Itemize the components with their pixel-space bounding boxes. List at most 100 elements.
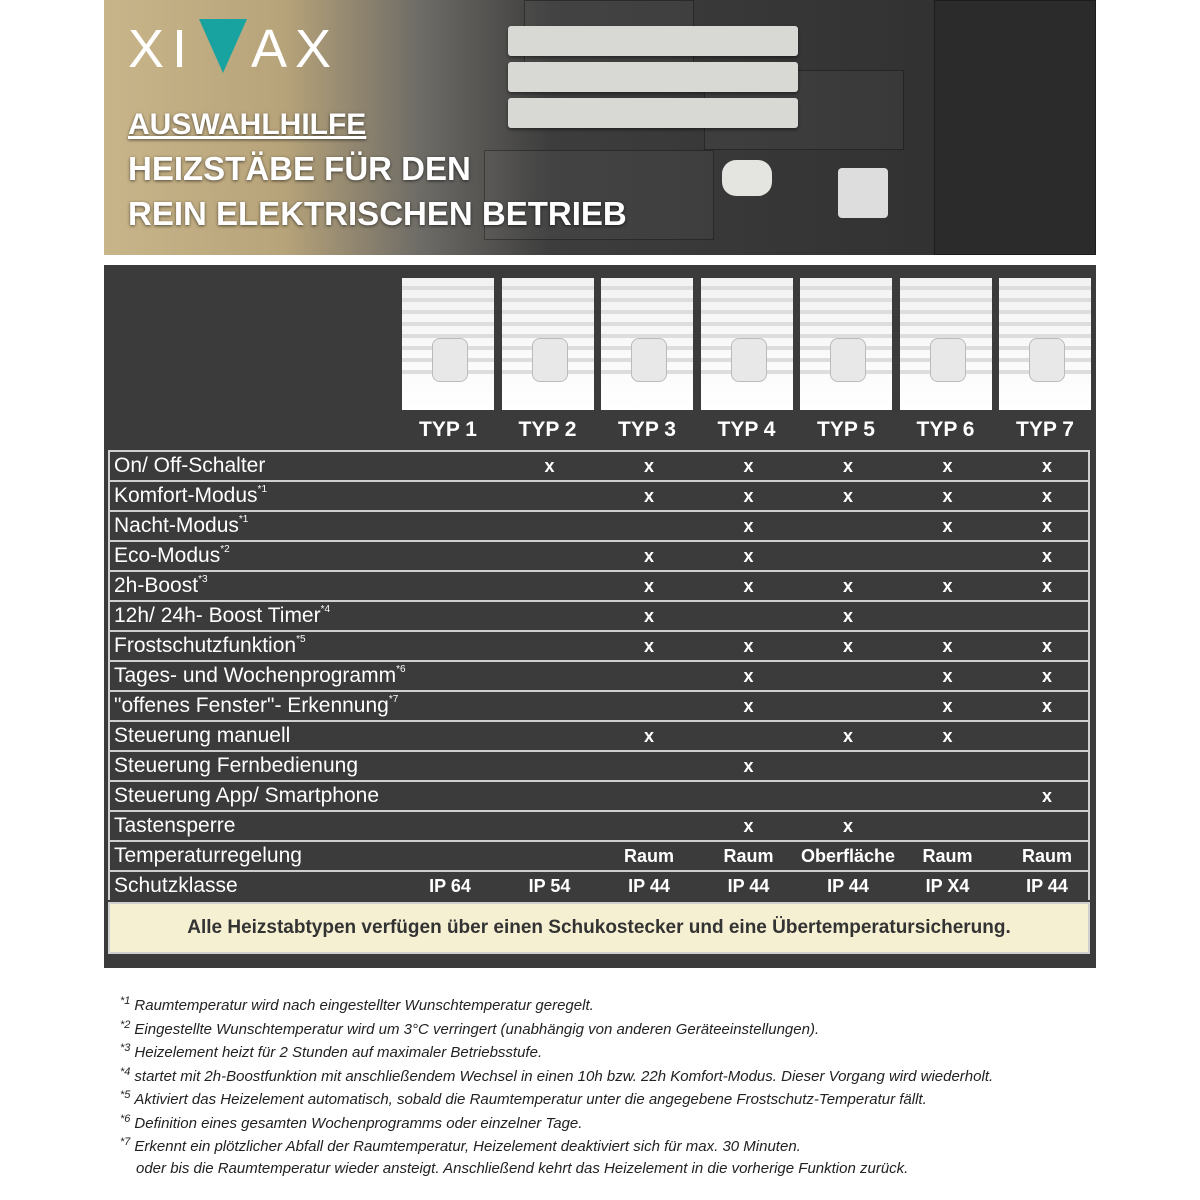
check-mark: x: [842, 486, 853, 506]
product-image-typ-7: [999, 278, 1091, 410]
footnote-ref: *6: [396, 664, 406, 675]
footnote: *2 Eingestellte Wunschtemperatur wird um …: [120, 1019, 1080, 1043]
banner-subtitle: AUSWAHLHILFE: [128, 108, 367, 141]
footnote-marker: *1: [120, 995, 131, 1007]
cell-value: IP 44: [727, 876, 770, 896]
heating-element-icon: [929, 338, 966, 382]
radiator-panel: [508, 62, 798, 92]
heating-element-icon: [531, 338, 568, 382]
cabinet: [934, 0, 1096, 255]
feature-label: Temperaturregelung: [114, 844, 302, 868]
feature-label: Schutzklasse: [114, 874, 238, 898]
footnote: *5 Aktiviert das Heizelement automatisch,…: [120, 1089, 1080, 1113]
info-note: Alle Heizstabtypen verfügen über einen S…: [108, 902, 1090, 954]
check-mark: x: [842, 606, 853, 626]
radiator-panel: [508, 26, 798, 56]
check-mark: x: [643, 486, 654, 506]
type-header: TYP 2: [518, 418, 577, 441]
check-mark: x: [743, 636, 754, 656]
heating-element-icon: [1029, 338, 1065, 382]
check-mark: x: [743, 516, 754, 536]
table-row: Steuerung App/ Smartphone x: [108, 780, 1090, 810]
check-mark: x: [743, 756, 754, 776]
check-mark: x: [1041, 666, 1052, 686]
type-header: TYP 6: [916, 418, 975, 441]
check-mark: x: [842, 636, 853, 656]
check-mark: x: [743, 456, 754, 476]
check-mark: x: [743, 696, 754, 716]
footnote-ref: *3: [198, 574, 208, 585]
check-mark: x: [942, 516, 953, 536]
hero-banner: XI AX AUSWAHLHILFE HEIZSTÄBE FÜR DEN REIN…: [104, 0, 1096, 255]
feature-name: On/ Off-Schalter: [114, 454, 266, 477]
feature-label: Tastensperre: [114, 814, 235, 838]
table-row: Steuerung Fernbedienung x: [108, 750, 1090, 780]
footnote-ref: *7: [388, 694, 399, 705]
table-row: Tastensperre x x: [108, 810, 1090, 840]
check-mark: x: [842, 576, 853, 596]
feature-name: Eco-Modus: [114, 544, 221, 567]
check-mark: x: [1041, 636, 1052, 656]
cell-value: Oberfläche: [800, 846, 896, 866]
cell-value: IP 44: [628, 876, 670, 896]
check-mark: x: [1041, 486, 1052, 506]
product-image-typ-4: [700, 278, 793, 410]
feature-name: Temperaturregelung: [114, 844, 302, 867]
footnote-marker: *2: [120, 1018, 131, 1031]
feature-label: On/ Off-Schalter: [114, 454, 265, 478]
check-mark: x: [942, 456, 953, 476]
table-row: 2h-Boost*3 x x x x x: [108, 570, 1090, 600]
feature-name: "offenes Fenster"- Erkennung: [114, 694, 389, 717]
feature-label: 12h/ 24h- Boost Timer*4: [114, 604, 330, 628]
footnote-text: Raumtemperatur wird nach eingestellter W…: [134, 997, 594, 1014]
check-mark: x: [1041, 516, 1052, 536]
check-mark: x: [643, 726, 654, 746]
feature-label: Tages- und Wochenprogramm*6: [114, 664, 406, 688]
check-mark: x: [643, 606, 654, 626]
cell-value: IP 44: [1026, 876, 1068, 896]
check-mark: x: [942, 576, 953, 596]
product-image-typ-3: [601, 278, 693, 410]
feature-label: Nacht-Modus*1: [114, 514, 248, 538]
type-header: TYP 4: [717, 418, 776, 441]
footnote-text: Heizelement heizt für 2 Stunden auf maxi…: [134, 1044, 543, 1061]
banner-title-line-2: REIN ELEKTRISCHEN BETRIEB: [128, 195, 627, 232]
check-mark: x: [942, 726, 953, 746]
feature-name: Frostschutzfunktion: [114, 634, 297, 657]
power-socket: [838, 168, 888, 218]
feature-label: Steuerung manuell: [114, 724, 290, 748]
table-row: Schutzklasse IP 64 IP 54 IP 44 IP 44 IP 44 IP …: [108, 870, 1090, 900]
check-mark: x: [842, 816, 853, 836]
feature-name: Steuerung App/ Smartphone: [114, 784, 380, 807]
footnote-marker: *7: [120, 1136, 131, 1148]
ximax-logo: XI AX: [128, 19, 340, 79]
heating-element-icon: [730, 338, 767, 382]
cell-value: Raum: [723, 846, 774, 866]
footnote: *7 Erkennt ein plötzlicher Abfall der Rau…: [120, 1136, 1080, 1160]
feature-label: "offenes Fenster"- Erkennung*7: [114, 694, 398, 718]
table-row: Komfort-Modus*1 x x x x x: [108, 480, 1090, 510]
feature-label: 2h-Boost*3: [114, 574, 208, 598]
check-mark: x: [942, 636, 953, 656]
check-mark: x: [643, 576, 654, 596]
radiator-panel: [508, 98, 798, 128]
feature-label: Steuerung App/ Smartphone: [114, 784, 379, 808]
cell-value: Raum: [922, 846, 973, 866]
footnote-text: Aktiviert das Heizelement automatisch, s…: [134, 1091, 927, 1108]
feature-label: Steuerung Fernbedienung: [114, 754, 358, 778]
table-row: Frostschutzfunktion*5 x x x x x: [108, 630, 1090, 660]
table-row: Temperaturregelung Raum Raum Oberfläche Raum…: [108, 840, 1090, 870]
type-header: TYP 7: [1016, 418, 1074, 441]
feature-name: Tages- und Wochenprogramm: [114, 664, 397, 687]
check-mark: x: [643, 456, 654, 476]
footnote-text: Eingestellte Wunschtemperatur wird um 3°…: [134, 1020, 820, 1038]
check-mark: x: [942, 666, 953, 686]
feature-label: Eco-Modus*2: [114, 544, 230, 568]
footnote-text: Definition eines gesamten Wochenprogramm…: [134, 1114, 583, 1132]
check-mark: x: [1041, 696, 1052, 716]
check-mark: x: [643, 546, 654, 566]
cell-value: IP 64: [429, 876, 471, 896]
wall-tile: [484, 150, 714, 240]
product-image-typ-1: [402, 278, 494, 410]
feature-name: Steuerung Fernbedienung: [114, 754, 359, 777]
